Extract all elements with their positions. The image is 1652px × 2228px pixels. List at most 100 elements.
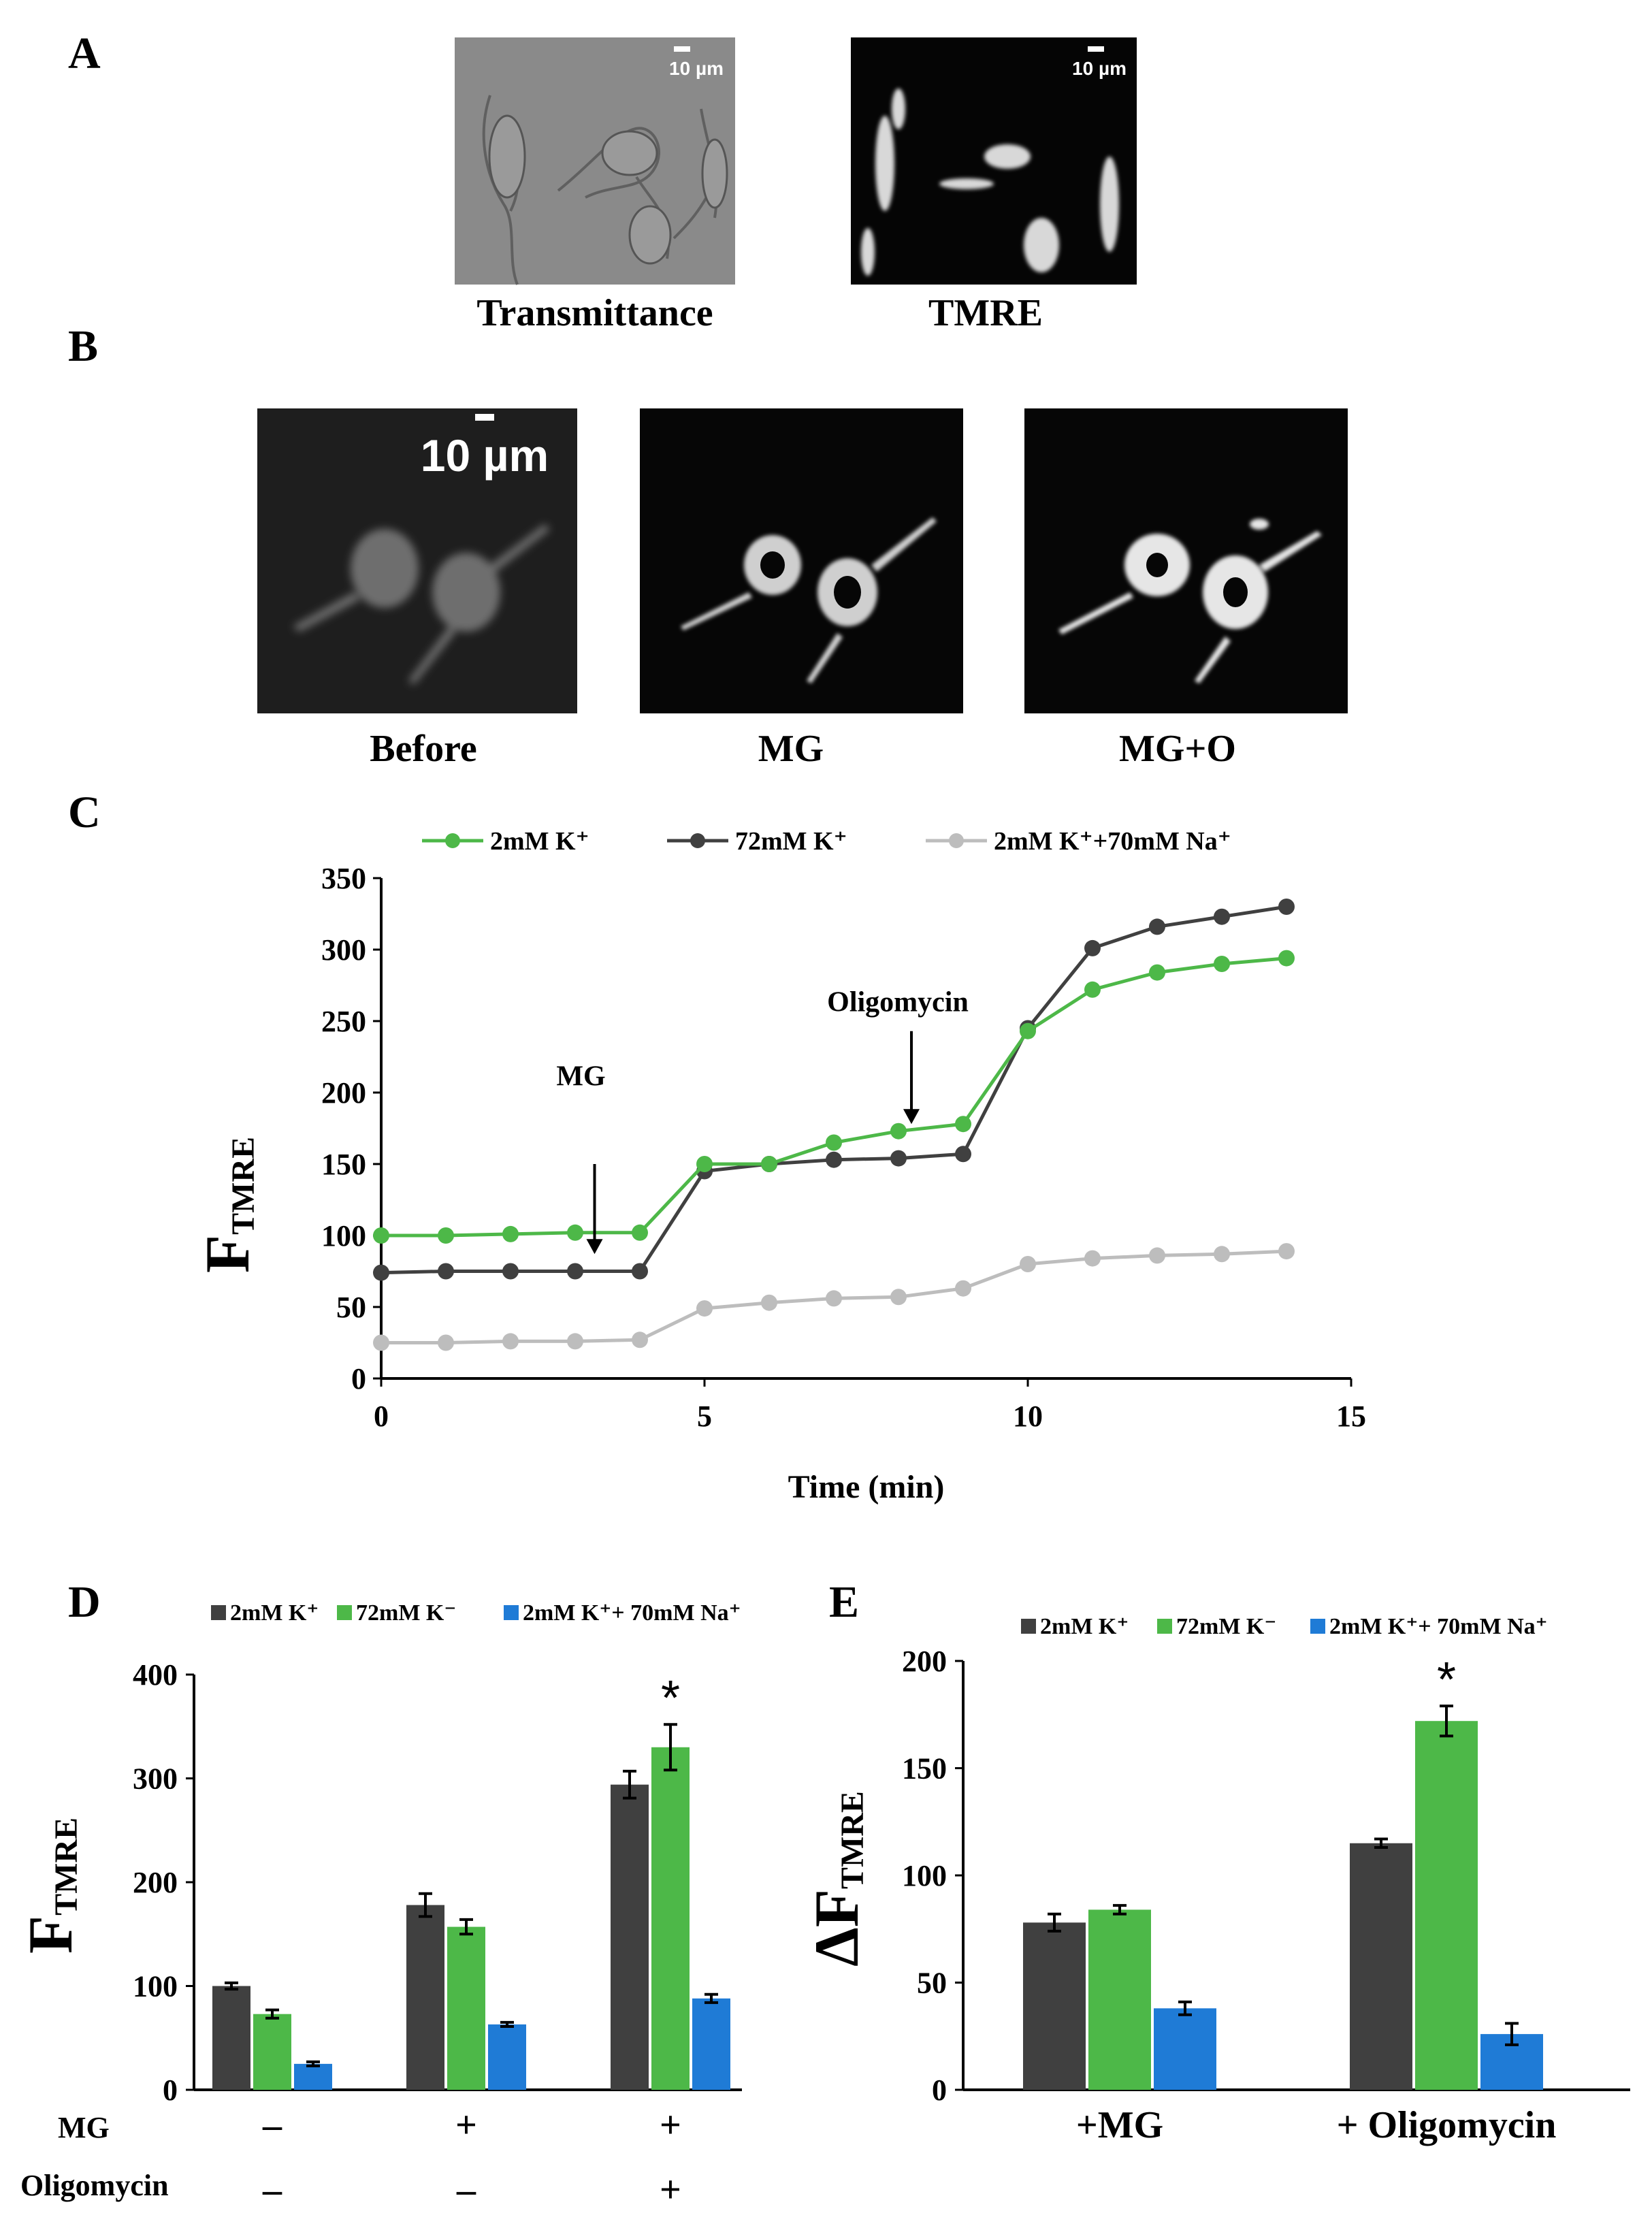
chart-d-bar-2mm-k-70mm-na: [488, 2024, 526, 2090]
chart-c-point-2mm-k: [502, 1225, 519, 1242]
panel-e-letter: E: [829, 1577, 859, 1627]
chart-e-ytick-label: 0: [932, 2073, 947, 2107]
chart-c-point-2mm-k-70mm-na: [502, 1333, 519, 1350]
chart-c-ytick-label: 250: [321, 1005, 366, 1038]
chart-c-ytick-label: 0: [351, 1362, 366, 1395]
chart-c-point-2mm-k: [890, 1123, 907, 1140]
chart-d-legend-label: 72mM K⁻: [356, 1600, 456, 1626]
chart-d-bar-72mm-k: [651, 1747, 690, 2090]
chart-c-point-2mm-k-70mm-na: [373, 1334, 389, 1351]
transmittance-label: Transmittance: [476, 292, 713, 334]
chart-c-ylabel: FTMRE: [193, 1137, 262, 1273]
chart-c-annotation-arrow-head: [586, 1239, 603, 1255]
chart-d-bar-2mm-k-70mm-na: [294, 2063, 332, 2090]
chart-c-ytick-label: 150: [321, 1148, 366, 1181]
chart-c-point-2mm-k: [438, 1227, 454, 1244]
chart-c-point-2mm-k: [567, 1224, 583, 1241]
before-scale-label: 10 µm: [421, 430, 549, 481]
panel-c-letter: C: [68, 788, 101, 837]
chart-d-row-oligomycin-value: +: [660, 2169, 681, 2211]
chart-c-point-2mm-k: [373, 1227, 389, 1244]
chart-d-bar-2mm-k: [611, 1784, 649, 2090]
transmittance-scale-label: 10 µm: [669, 58, 724, 79]
before-image: 10 µm: [257, 408, 577, 713]
chart-d-ytick-label: 300: [133, 1762, 178, 1796]
chart-c-point-2mm-k: [826, 1134, 842, 1151]
chart-c-point-72mm-k: [373, 1264, 389, 1281]
chart-c-annotation-mg: MG: [556, 1061, 605, 1093]
tmre-label: TMRE: [928, 292, 1043, 334]
chart-d-bar-2mm-k: [406, 1905, 444, 2090]
chart-c-xtick-label: 5: [697, 1400, 712, 1433]
chart-d-row-mg-value: –: [262, 2104, 282, 2146]
chart-c-legend-label: 2mM K⁺+70mM Na⁺: [994, 827, 1231, 856]
chart-c-point-2mm-k: [955, 1116, 971, 1133]
chart-c-point-2mm-k: [1084, 981, 1101, 998]
chart-c-xtick-label: 0: [374, 1400, 389, 1433]
chart-d-row-oligomycin-value: –: [262, 2169, 282, 2211]
panel-a-letter: A: [68, 29, 101, 78]
chart-d-row-mg-value: +: [455, 2104, 477, 2146]
chart-c-point-2mm-k-70mm-na: [826, 1290, 842, 1307]
panel-d-letter: D: [68, 1577, 101, 1627]
chart-c-xlabel: Time (min): [788, 1469, 945, 1505]
chart-e-ylabel: ΔFTMRE: [802, 1791, 871, 1967]
chart-c-point-2mm-k-70mm-na: [1149, 1247, 1165, 1264]
bar-chart-e: 0 50 100 150 200 * 2mM K⁺ 72mM K⁻ 2mM K⁺+ 70mM N…: [902, 1614, 1630, 2146]
chart-d-legend-label: 2mM K⁺: [230, 1600, 319, 1626]
chart-c-point-2mm-k-70mm-na: [890, 1289, 907, 1306]
chart-e-legend-label: 2mM K⁺+ 70mM Na⁺: [1329, 1614, 1548, 1639]
chart-c-ytick-label: 50: [336, 1291, 366, 1324]
chart-c-point-2mm-k: [1020, 1022, 1036, 1039]
chart-c-point-2mm-k: [1149, 964, 1165, 981]
chart-d-row-mg-value: +: [660, 2104, 681, 2146]
chart-c-point-2mm-k-70mm-na: [1084, 1250, 1101, 1267]
mg-image: [640, 408, 963, 713]
chart-c-legend-label: 2mM K⁺: [490, 827, 589, 856]
chart-e-bar-2mm-k: [1350, 1843, 1412, 2090]
mg-o-label: MG+O: [1119, 728, 1236, 770]
mg-label: MG: [758, 728, 824, 770]
chart-c-point-2mm-k: [632, 1224, 648, 1241]
chart-c-legend-marker-2mm-k: [445, 833, 460, 848]
chart-c-xtick-label: 10: [1013, 1400, 1043, 1433]
chart-e-bar-2mm-k: [1023, 1922, 1086, 2090]
chart-e-bar-72mm-k: [1088, 1909, 1151, 2090]
chart-c-point-72mm-k: [1149, 918, 1165, 935]
chart-e-legend-swatch-2mm-k: [1021, 1619, 1036, 1634]
chart-c-point-2mm-k: [696, 1156, 713, 1172]
chart-d-legend-swatch-2mm-k-70mm-na: [504, 1605, 519, 1620]
chart-c-point-2mm-k-70mm-na: [696, 1300, 713, 1317]
chart-d-significance-star: *: [661, 1671, 680, 1726]
chart-d-legend-swatch-72mm-k: [337, 1605, 352, 1620]
chart-c-point-72mm-k: [1278, 899, 1295, 915]
chart-c-legend-label: 72mM K⁺: [735, 827, 847, 856]
chart-e-ytick-label: 150: [902, 1752, 947, 1786]
chart-c-ytick-label: 300: [321, 933, 366, 967]
chart-c-point-2mm-k-70mm-na: [1214, 1246, 1230, 1263]
chart-c-ytick-label: 100: [321, 1219, 366, 1253]
chart-d-ytick-label: 200: [133, 1866, 178, 1899]
chart-c-point-72mm-k: [1084, 939, 1101, 956]
chart-c-point-72mm-k: [502, 1263, 519, 1280]
chart-c-point-2mm-k-70mm-na: [955, 1280, 971, 1297]
panel-b-letter: B: [68, 321, 98, 371]
chart-e-ytick-label: 50: [917, 1967, 947, 2000]
mg-o-image: [1024, 408, 1348, 713]
chart-d-ytick-label: 400: [133, 1658, 178, 1692]
chart-d-bar-2mm-k-70mm-na: [692, 1998, 730, 2090]
chart-c-point-2mm-k: [761, 1156, 777, 1172]
chart-c-point-72mm-k: [632, 1263, 648, 1280]
chart-c-ytick-label: 350: [321, 862, 366, 895]
chart-e-legend-swatch-72mm-k: [1157, 1619, 1172, 1634]
chart-d-row-oligomycin-value: –: [456, 2169, 476, 2211]
chart-d-legend-label: 2mM K⁺+ 70mM Na⁺: [523, 1600, 741, 1626]
chart-d-legend-swatch-2mm-k: [211, 1605, 226, 1620]
chart-c-point-72mm-k: [955, 1146, 971, 1163]
chart-c-annotation-oligomycin: Oligomycin: [827, 986, 969, 1018]
chart-c-series-line-72mm-k: [380, 905, 1287, 1275]
chart-c-point-2mm-k: [1214, 956, 1230, 972]
chart-e-category-label: + Oligomycin: [1337, 2104, 1557, 2146]
chart-c-legend-marker-72mm-k: [690, 833, 705, 848]
